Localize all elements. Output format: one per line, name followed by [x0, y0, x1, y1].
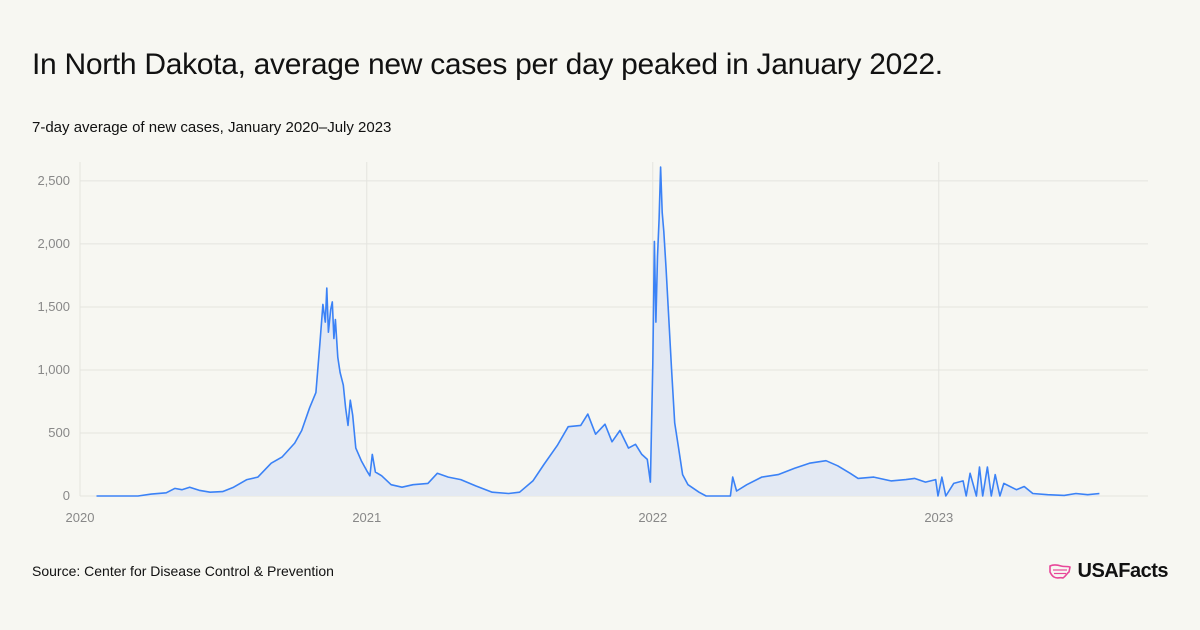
series-area [96, 167, 1100, 496]
chart-subtitle: 7-day average of new cases, January 2020… [32, 119, 392, 136]
logo-text: USAFacts [1077, 560, 1169, 582]
x-tick-label: 2021 [352, 510, 381, 525]
covid-cases-area-chart: 0 500 1,000 1,500 2,000 2,500 2020 2021 2022 2023 [37, 162, 1148, 525]
y-tick-label: 1,000 [37, 362, 70, 377]
y-tick-label: 500 [48, 425, 70, 440]
y-tick-label: 2,500 [37, 173, 70, 188]
series-line [96, 166, 1100, 497]
y-tick-label: 0 [63, 488, 70, 503]
x-tick-label: 2022 [638, 510, 667, 525]
us-map-flag-icon [1048, 563, 1071, 579]
y-tick-label: 2,000 [37, 236, 70, 251]
y-tick-label: 1,500 [37, 299, 70, 314]
source-note: Source: Center for Disease Control & Pre… [32, 563, 334, 579]
axis-layer: 0 500 1,000 1,500 2,000 2,500 2020 2021 2022 2023 [37, 173, 953, 525]
usafacts-logo[interactable]: USAFacts [1048, 560, 1169, 583]
x-tick-label: 2023 [924, 510, 953, 525]
x-tick-label: 2020 [66, 510, 95, 525]
series-layer [96, 166, 1100, 497]
chart-title: In North Dakota, average new cases per d… [32, 48, 943, 81]
